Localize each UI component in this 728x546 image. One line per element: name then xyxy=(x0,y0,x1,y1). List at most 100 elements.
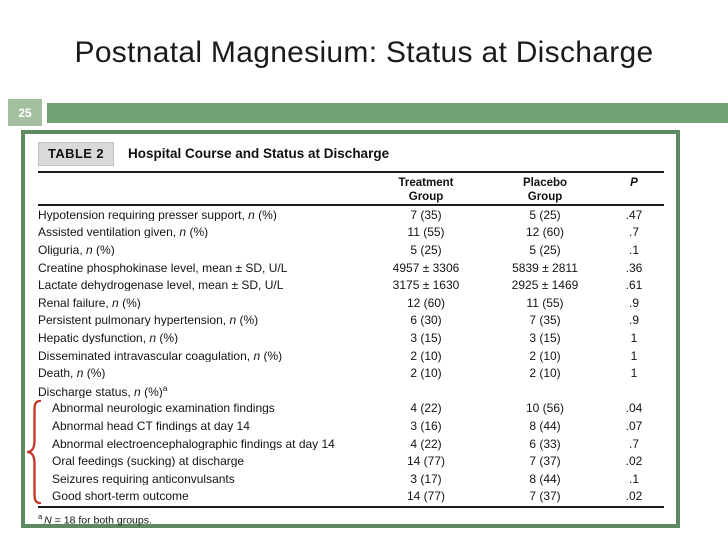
p-value: .7 xyxy=(628,225,639,240)
placebo-value: 7 (37) xyxy=(529,489,561,504)
treatment-value: 14 (77) xyxy=(406,454,446,469)
table-row: Assisted ventilation given, n (%) 11 (55… xyxy=(38,224,664,242)
placebo-value: 12 (60) xyxy=(525,225,565,240)
table-row: Renal failure, n (%) 12 (60) 11 (55) .9 xyxy=(38,294,664,312)
table-row: Hypotension requiring presser support, n… xyxy=(38,206,664,224)
footnote-marker: a xyxy=(38,512,43,521)
table-row: Persistent pulmonary hypertension, n (%)… xyxy=(38,312,664,330)
treatment-value: 6 (30) xyxy=(410,313,442,328)
treatment-value: 4957 ± 3306 xyxy=(392,260,460,275)
slide-accent-bar xyxy=(47,103,728,123)
placebo-value: 5 (25) xyxy=(529,207,561,222)
row-label: Persistent pulmonary hypertension, n (%) xyxy=(38,314,259,327)
table-row: Abnormal electroencephalographic finding… xyxy=(38,435,664,453)
column-headers: Treatment Group Placebo Group P xyxy=(38,173,664,204)
placebo-value: 6 (33) xyxy=(529,436,561,451)
placebo-value: 2 (10) xyxy=(529,348,561,363)
treatment-value: 7 (35) xyxy=(410,207,442,222)
table-row: Creatine phosphokinase level, mean ± SD,… xyxy=(38,259,664,277)
table-title: Hospital Course and Status at Discharge xyxy=(128,146,390,161)
treatment-value: 4 (22) xyxy=(410,436,442,451)
table-row: Abnormal neurologic examination findings… xyxy=(38,400,664,418)
placebo-value: 8 (44) xyxy=(529,471,561,486)
treatment-value: 4 (22) xyxy=(410,401,442,416)
row-label: Abnormal neurologic examination findings xyxy=(52,402,275,415)
table-row: Lactate dehydrogenase level, mean ± SD, … xyxy=(38,276,664,294)
p-value: .07 xyxy=(625,418,643,433)
row-label: Abnormal electroencephalographic finding… xyxy=(52,437,335,450)
p-value: .1 xyxy=(628,471,639,486)
treatment-value: 14 (77) xyxy=(406,489,446,504)
footnote-text: = 18 for both groups. xyxy=(51,514,152,527)
table-row: Death, n (%) 2 (10) 2 (10) 1 xyxy=(38,364,664,382)
caption-divider xyxy=(38,171,664,173)
placebo-value: 2 (10) xyxy=(529,366,561,381)
p-value: .9 xyxy=(628,295,639,310)
table-row: Abnormal head CT findings at day 14 3 (1… xyxy=(38,417,664,435)
column-header-placebo: Placebo Group xyxy=(522,177,568,204)
row-label: Renal failure, n (%) xyxy=(38,296,141,309)
row-label: Discharge status, n (%)a xyxy=(38,383,168,398)
p-value: 1 xyxy=(630,348,638,363)
table-row: Oral feedings (sucking) at discharge 14 … xyxy=(38,452,664,470)
column-header-spacer xyxy=(38,176,366,205)
placebo-value: 10 (56) xyxy=(525,401,565,416)
row-label: Oliguria, n (%) xyxy=(38,243,115,256)
p-value: .7 xyxy=(628,436,639,451)
placebo-value: 7 (35) xyxy=(529,313,561,328)
footnote-variable: N xyxy=(44,514,52,527)
treatment-value: 2 (10) xyxy=(410,366,442,381)
table-card: TABLE 2 Hospital Course and Status at Di… xyxy=(21,130,680,528)
table-body: Hypotension requiring presser support, n… xyxy=(26,206,664,506)
row-label: Assisted ventilation given, n (%) xyxy=(38,226,209,239)
placebo-value: 5839 ± 2811 xyxy=(512,260,578,275)
row-label: Death, n (%) xyxy=(38,367,106,380)
row-label: Oral feedings (sucking) at discharge xyxy=(52,455,245,468)
row-label: Good short-term outcome xyxy=(52,490,189,503)
table-row: Oliguria, n (%) 5 (25) 5 (25) .1 xyxy=(38,241,664,259)
row-label: Creatine phosphokinase level, mean ± SD,… xyxy=(38,261,288,274)
p-value: .04 xyxy=(625,401,643,416)
treatment-value: 3 (16) xyxy=(410,418,442,433)
table-row: Seizures requiring anticonvulsants 3 (17… xyxy=(38,470,664,488)
placebo-value: 7 (37) xyxy=(529,454,561,469)
row-label: Disseminated intravascular coagulation, … xyxy=(38,349,283,362)
p-value: .02 xyxy=(625,489,643,504)
column-header-p: P xyxy=(630,177,638,189)
placebo-value: 2925 ± 1469 xyxy=(511,278,579,293)
treatment-value: 5 (25) xyxy=(410,242,442,257)
row-label: Seizures requiring anticonvulsants xyxy=(52,472,235,485)
column-header-treatment: Treatment Group xyxy=(398,177,454,204)
treatment-value: 3 (17) xyxy=(410,471,442,486)
placebo-value: 11 (55) xyxy=(526,295,564,310)
p-value: .36 xyxy=(625,260,643,275)
row-label: Abnormal head CT findings at day 14 xyxy=(52,419,250,432)
table-row: Discharge status, n (%)a xyxy=(38,382,664,400)
table-row: Hepatic dysfunction, n (%) 3 (15) 3 (15)… xyxy=(38,329,664,347)
treatment-value: 2 (10) xyxy=(410,348,442,363)
treatment-value: 3 (15) xyxy=(410,330,442,345)
treatment-value: 3175 ± 1630 xyxy=(392,278,460,293)
treatment-value: 11 (55) xyxy=(407,225,445,240)
p-value: 1 xyxy=(630,330,638,345)
p-value: .02 xyxy=(625,454,643,469)
p-value: 1 xyxy=(630,366,638,381)
row-label: Hypotension requiring presser support, n… xyxy=(38,208,277,221)
table-label-chip: TABLE 2 xyxy=(38,141,115,166)
row-label: Lactate dehydrogenase level, mean ± SD, … xyxy=(38,279,284,292)
p-value: .1 xyxy=(628,242,639,257)
placebo-value: 3 (15) xyxy=(529,330,561,345)
table-row: Good short-term outcome 14 (77) 7 (37) .… xyxy=(38,488,664,506)
slide-title: Postnatal Magnesium: Status at Discharge xyxy=(74,36,654,69)
header-divider xyxy=(38,204,664,206)
placebo-value: 8 (44) xyxy=(529,418,561,433)
table-caption: TABLE 2 Hospital Course and Status at Di… xyxy=(38,141,664,166)
row-label: Hepatic dysfunction, n (%) xyxy=(38,331,179,344)
p-value: .47 xyxy=(625,207,643,222)
table-row: Disseminated intravascular coagulation, … xyxy=(38,347,664,365)
treatment-value: 12 (60) xyxy=(406,295,446,310)
slide-number-badge: 25 xyxy=(8,99,42,126)
